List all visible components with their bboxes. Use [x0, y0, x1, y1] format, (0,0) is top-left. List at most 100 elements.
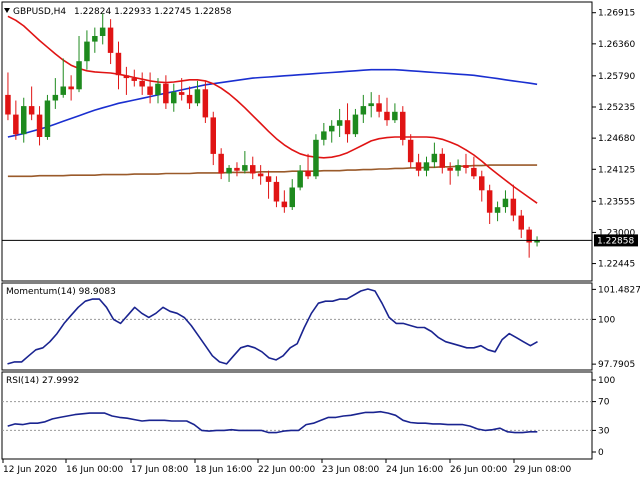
candle-body	[226, 167, 232, 174]
candle-body	[21, 106, 27, 135]
candle-body	[44, 100, 51, 137]
candle-body	[321, 131, 327, 140]
candle-body	[439, 153, 445, 168]
momentum-tick-label: 97.7905	[598, 360, 635, 370]
price-tick-label: 1.25235	[598, 103, 635, 113]
time-tick-label: 24 Jun 16:00	[386, 465, 443, 475]
time-tick-label: 29 Jun 08:00	[514, 465, 571, 475]
candle-body	[163, 83, 169, 104]
candle-body	[123, 75, 130, 79]
price-tick-label: 1.24125	[598, 165, 635, 175]
candle-body	[171, 92, 177, 104]
candle-body	[502, 198, 509, 208]
candle-body	[5, 94, 11, 115]
price-tick-label: 1.23000	[598, 228, 635, 238]
candle-body	[415, 162, 422, 171]
candle-body	[471, 167, 477, 177]
ma-brown-line	[7, 164, 538, 178]
candle-body	[186, 94, 193, 104]
candle-body	[250, 165, 256, 174]
candle-body	[265, 176, 272, 182]
rsi-tick-label: 30	[598, 426, 610, 436]
candle-body	[289, 187, 295, 208]
candle-body	[202, 89, 209, 118]
candle-body	[313, 139, 319, 177]
candle-body	[463, 165, 469, 168]
price-tick-label: 1.25790	[598, 72, 635, 82]
time-tick-label: 17 Jun 08:00	[131, 465, 188, 475]
candle-body	[92, 36, 98, 42]
time-tick-label: 16 Jun 00:00	[66, 465, 123, 475]
candle-body	[210, 117, 216, 154]
time-tick-label: 22 Jun 00:00	[258, 465, 315, 475]
momentum-tick-label: 100	[598, 315, 615, 325]
candle-body	[431, 153, 438, 163]
candle-body	[131, 78, 137, 81]
price-pane[interactable]	[1, 1, 593, 282]
time-tick-label: 23 Jun 08:00	[322, 465, 379, 475]
candle-body	[139, 80, 145, 87]
dropdown-triangle-icon[interactable]	[4, 8, 10, 13]
candle-body	[99, 27, 106, 36]
candle-body	[510, 198, 517, 216]
ma-blue-line	[7, 68, 538, 138]
candle-body	[360, 106, 367, 115]
ohlc-values: 1.22824 1.22933 1.22745 1.22858	[74, 7, 232, 17]
current-price-tag	[594, 234, 638, 247]
candle-body	[76, 61, 82, 90]
candle-body	[518, 215, 524, 230]
candle-body	[407, 139, 414, 163]
momentum-pane[interactable]	[1, 282, 593, 371]
candle-body	[329, 125, 335, 132]
candle-body	[52, 94, 59, 101]
rsi-tick-label: 70	[598, 398, 610, 408]
momentum-line	[7, 288, 538, 365]
candle-body	[534, 240, 540, 243]
rsi-pane[interactable]	[1, 371, 593, 460]
candle-body	[13, 114, 19, 135]
candle-body	[384, 111, 390, 121]
candle-body	[526, 229, 532, 243]
current-price-label: 1.22858	[597, 236, 634, 246]
candle-body	[273, 181, 280, 202]
rsi-tick-label: 100	[598, 376, 615, 386]
candle-body	[218, 153, 224, 174]
candle-body	[155, 83, 161, 95]
candle-body	[147, 86, 153, 95]
price-tick-label: 1.24680	[598, 134, 635, 144]
candle-body	[376, 103, 382, 112]
candle-body	[494, 207, 501, 213]
candle-body	[107, 27, 114, 53]
candle-body	[257, 173, 264, 177]
candle-body	[305, 170, 311, 177]
rsi-line	[7, 410, 538, 434]
candle-body	[36, 114, 43, 137]
momentum-title: Momentum(14) 98.9083	[6, 287, 116, 297]
candle-body	[479, 176, 485, 191]
candle-body	[344, 120, 351, 135]
symbol-label: GBPUSD,H4	[13, 7, 66, 17]
price-tick-label: 1.26915	[598, 9, 635, 19]
time-tick-label: 18 Jun 16:00	[195, 465, 252, 475]
rsi-title: RSI(14) 27.9992	[6, 376, 79, 386]
candle-body	[84, 41, 90, 62]
candle-body	[234, 167, 240, 171]
rsi-tick-label: 0	[598, 448, 604, 458]
candle-body	[68, 86, 74, 90]
candle-body	[115, 52, 122, 76]
candle-body	[392, 111, 398, 121]
candle-body	[242, 165, 248, 171]
ma-red-line	[7, 15, 538, 204]
candle-body	[281, 201, 288, 208]
candle-body	[60, 86, 66, 95]
momentum-tick-label: 101.4827	[598, 285, 640, 295]
candle-body	[297, 170, 303, 188]
time-tick-label: 12 Jun 2020	[3, 465, 57, 475]
candle-body	[447, 167, 453, 171]
candle-body	[178, 92, 185, 95]
price-tick-label: 1.26360	[598, 40, 635, 50]
time-tick-label: 26 Jun 00:00	[450, 465, 507, 475]
price-tick-label: 1.23555	[598, 197, 635, 207]
candle-body	[194, 89, 201, 104]
